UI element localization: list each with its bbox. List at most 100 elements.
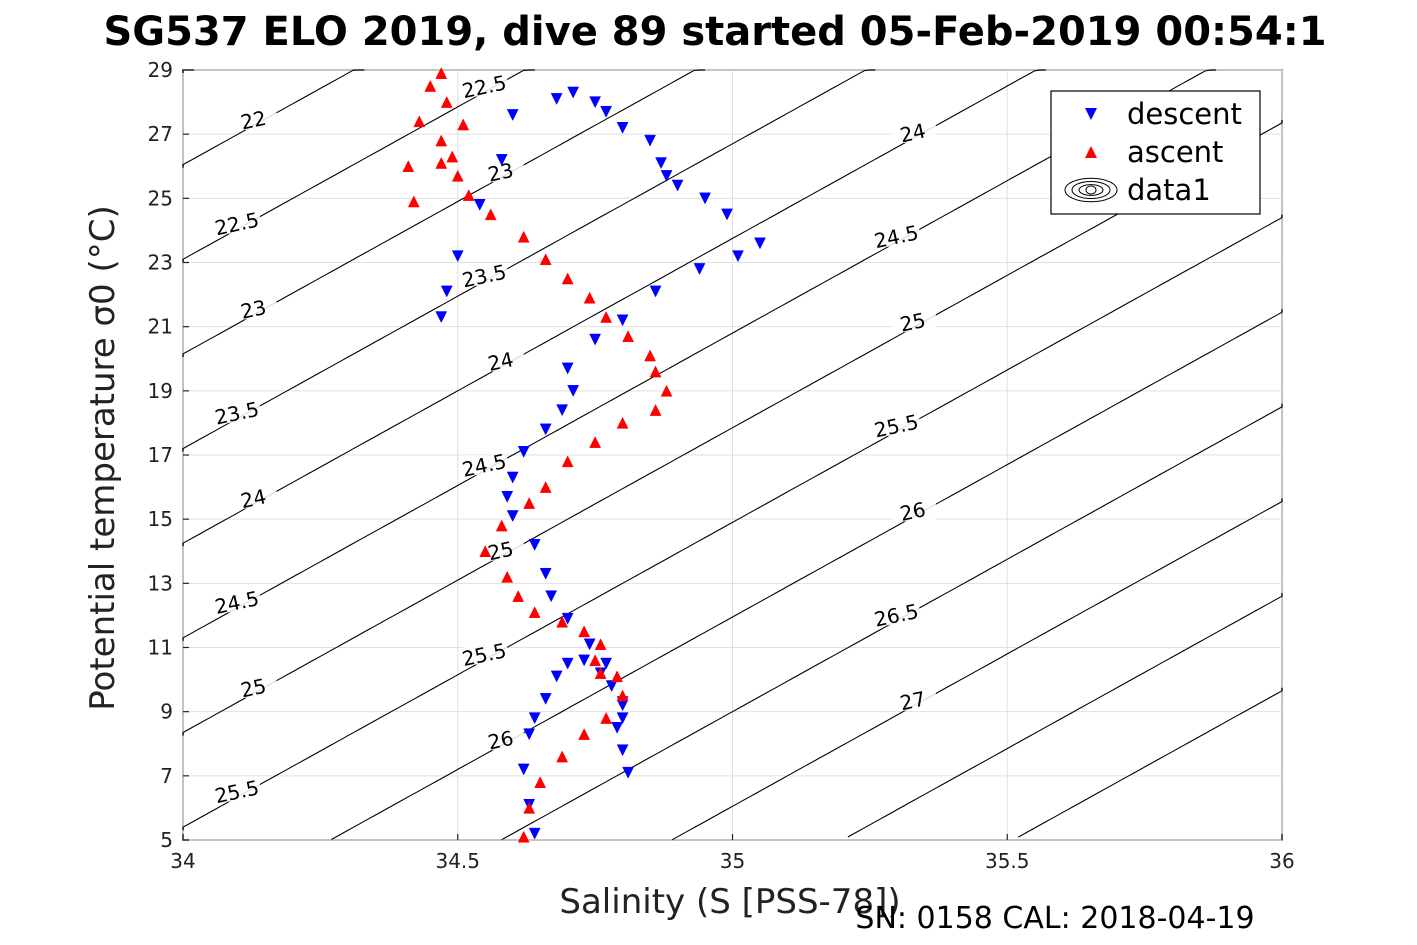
descent-point [616,712,629,725]
ascent-point [622,330,634,343]
contour-label: 24 [486,347,516,376]
y-tick-label: 19 [148,379,173,403]
contour-label-bg [215,213,260,234]
y-tick-label: 15 [148,507,173,531]
contour-label: 25 [898,308,928,337]
ascent-point [517,230,530,243]
descent-point [660,170,673,182]
ascent-point [435,67,448,79]
contour-label-bg [875,605,920,626]
ascent-point [561,455,574,468]
density-contour-line [1017,687,1283,838]
descent-point [550,93,563,105]
descent-point [561,362,574,375]
y-tick-label: 13 [148,571,173,595]
density-contour-line [182,69,876,452]
descent-point [616,314,629,327]
descent-point [556,404,569,417]
descent-point [506,510,519,523]
descent-point [622,766,634,779]
density-contour-line [331,309,1283,840]
ascent-point [578,625,591,638]
x-tick-label: 35.5 [985,849,1030,873]
y-tick-label: 17 [148,443,173,467]
contour-label-bg [215,781,260,802]
contour-label-bg [232,677,277,698]
legend-data1-contour-icon [1064,177,1118,203]
contour-label-bg [875,226,920,247]
y-tick-label: 7 [160,764,173,788]
ascent-point [446,150,459,163]
ascent-point [523,497,536,509]
density-contour-line [182,214,1283,831]
ascent-point [583,291,596,304]
descent-point [561,612,574,625]
contour-label-bg [232,488,277,509]
ascent-point [611,670,624,683]
contour-label-bg [479,730,524,751]
contour-label-bg [232,110,277,131]
descent-point [539,693,552,705]
y-axis-label: Potential temperature σ0 (°C) [83,205,123,711]
footer-calibration: SN: 0158 CAL: 2018-04-19 [855,901,1254,936]
y-tick-label: 11 [148,636,173,660]
descent-point [501,490,514,503]
descent-point [528,539,541,551]
ascent-point [589,654,602,667]
descent-point [539,567,552,580]
y-tick-label: 25 [148,186,173,210]
ascent-point [435,156,448,169]
contour-label: 24 [898,119,928,148]
ascent-point [512,590,525,602]
ascent-point [649,404,662,416]
ascent-point [402,160,415,172]
descent-point [605,680,618,693]
descent-point [567,385,580,397]
descent-point [561,657,574,670]
descent-point [583,638,596,651]
ascent-point [457,118,470,131]
contour-label: 23 [238,295,268,324]
descent-point [721,208,733,221]
descent-point [451,250,464,263]
density-contour-line [847,593,1283,838]
legend-items: descent ascent data1 [1064,97,1242,207]
ascent-point [528,606,541,618]
descent-point [589,96,602,109]
descent-point [539,423,552,436]
y-tick-label: 5 [160,828,173,852]
descent-point [644,134,656,147]
ascent-point [462,189,475,201]
ascent-point [539,481,552,493]
descent-point [616,122,629,134]
ascent-point [495,519,508,532]
descent-point [589,333,602,346]
ascent-point [660,384,673,397]
contour-label-bg [891,312,936,333]
contour-layer: 2222.522.5232323.523.524242424.524.524.5… [182,69,1283,841]
ascent-point [616,416,629,429]
legend-descent-marker [1085,108,1097,120]
ascent-point [649,365,662,378]
descent-point [550,670,563,683]
contour-label-bg [479,162,524,183]
descent-point [517,763,530,776]
y-tick-label: 27 [148,122,173,146]
ascent-point [451,169,464,182]
ascent-point [539,253,552,266]
descent-point [495,154,508,166]
contour-label: 22 [238,106,268,135]
ascent-point [435,134,448,147]
ascent-point [578,728,591,740]
ascent-point [616,689,629,702]
x-tick-label: 36 [1269,849,1294,873]
descent-point [473,199,486,211]
descent-point [699,192,711,205]
contour-label-bg [463,76,508,97]
contour-label-bg [463,455,508,476]
ascent-point [534,776,547,788]
descent-point [578,654,591,667]
ascent-point [594,638,607,651]
ascent-point [594,667,607,679]
descent-point [528,827,541,840]
